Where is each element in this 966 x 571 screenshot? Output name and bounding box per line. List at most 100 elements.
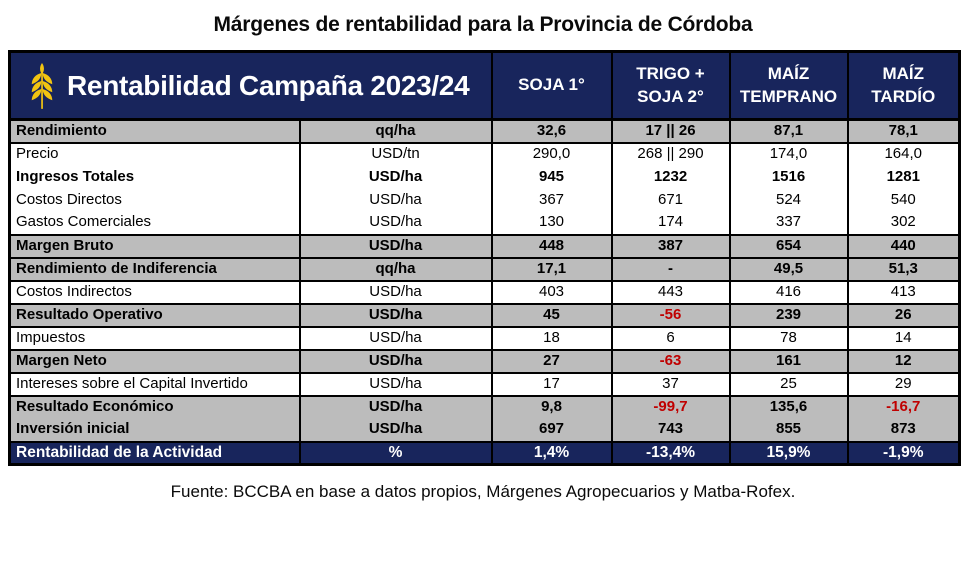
- row-label: Inversión inicial: [9, 418, 300, 442]
- row-value: 37: [610, 371, 730, 396]
- row-value: 671: [610, 188, 730, 212]
- table-row: Precio USD/tn 290,0 268 || 290 174,0 164…: [9, 141, 960, 166]
- row-value: 51,3: [846, 256, 960, 281]
- row-value: -13,4%: [610, 440, 730, 465]
- row-value: 29: [846, 371, 960, 396]
- row-value: 387: [610, 233, 730, 258]
- row-value: 15,9%: [728, 440, 848, 465]
- table-row: Resultado Operativo USD/ha 45 -56 239 26: [9, 302, 960, 327]
- row-value: 540: [846, 188, 960, 212]
- row-label: Costos Indirectos: [9, 279, 300, 304]
- row-value: 27: [490, 348, 612, 373]
- row-value: 855: [728, 418, 848, 442]
- row-unit: USD/ha: [298, 371, 492, 396]
- row-value: 14: [846, 325, 960, 350]
- row-unit: qq/ha: [298, 119, 492, 143]
- row-value: 337: [728, 211, 848, 235]
- table-row: Resultado Económico USD/ha 9,8 -99,7 135…: [9, 394, 960, 419]
- row-value: 17 || 26: [610, 119, 730, 143]
- source-note: Fuente: BCCBA en base a datos propios, M…: [170, 482, 796, 501]
- row-label: Precio: [9, 141, 300, 166]
- row-value: 45: [490, 302, 612, 327]
- row-value: 239: [728, 302, 848, 327]
- row-value: -99,7: [610, 394, 730, 419]
- row-unit: qq/ha: [298, 256, 492, 281]
- row-value: 25: [728, 371, 848, 396]
- row-unit: USD/ha: [298, 165, 492, 189]
- row-value: 130: [490, 211, 612, 235]
- row-value: 87,1: [728, 119, 848, 143]
- row-label: Ingresos Totales: [9, 165, 300, 189]
- row-value: 268 || 290: [610, 141, 730, 166]
- row-label: Rentabilidad de la Actividad: [9, 440, 300, 465]
- row-value: 9,8: [490, 394, 612, 419]
- table-row: Rendimiento qq/ha 32,6 17 || 26 87,1 78,…: [9, 119, 960, 143]
- row-value: 443: [610, 279, 730, 304]
- row-value: 17: [490, 371, 612, 396]
- row-label: Resultado Operativo: [9, 302, 300, 327]
- table-row: Inversión inicial USD/ha 697 743 855 873: [9, 418, 960, 442]
- row-value: -1,9%: [846, 440, 960, 465]
- row-value: 12: [846, 348, 960, 373]
- row-label: Costos Directos: [9, 188, 300, 212]
- row-label: Impuestos: [9, 325, 300, 350]
- table-title-cell: Rentabilidad Campaña 2023/24: [9, 51, 492, 121]
- wheat-icon: [29, 62, 55, 110]
- row-value: 945: [490, 165, 612, 189]
- row-label: Rendimiento de Indiferencia: [9, 256, 300, 281]
- row-value: 413: [846, 279, 960, 304]
- row-value: 1516: [728, 165, 848, 189]
- row-value: 1232: [610, 165, 730, 189]
- row-value: 18: [490, 325, 612, 350]
- column-header-trigo-soja-2: TRIGO + SOJA 2°: [610, 51, 730, 121]
- row-value: 448: [490, 233, 612, 258]
- row-value: 174,0: [728, 141, 848, 166]
- row-value: -56: [610, 302, 730, 327]
- row-value: 743: [610, 418, 730, 442]
- row-value: 403: [490, 279, 612, 304]
- table-row: Costos Indirectos USD/ha 403 443 416 413: [9, 279, 960, 304]
- row-unit: USD/ha: [298, 418, 492, 442]
- table-header-row: Rentabilidad Campaña 2023/24 SOJA 1° TRI…: [9, 51, 960, 121]
- row-value: 873: [846, 418, 960, 442]
- row-value: 174: [610, 211, 730, 235]
- row-value: 697: [490, 418, 612, 442]
- row-value: 1,4%: [490, 440, 612, 465]
- profitability-table: Rentabilidad Campaña 2023/24 SOJA 1° TRI…: [8, 50, 961, 466]
- row-label: Gastos Comerciales: [9, 211, 300, 235]
- row-value: -: [610, 256, 730, 281]
- table-row: Rendimiento de Indiferencia qq/ha 17,1 -…: [9, 256, 960, 281]
- row-value: 440: [846, 233, 960, 258]
- column-header-maiz-temprano: MAÍZ TEMPRANO: [728, 51, 848, 121]
- row-label: Resultado Económico: [9, 394, 300, 419]
- row-value: 32,6: [490, 119, 612, 143]
- table-row: Impuestos USD/ha 18 6 78 14: [9, 325, 960, 350]
- row-unit: USD/tn: [298, 141, 492, 166]
- row-value: 302: [846, 211, 960, 235]
- row-value: 654: [728, 233, 848, 258]
- row-value: 1281: [846, 165, 960, 189]
- row-label: Margen Neto: [9, 348, 300, 373]
- table-row: Margen Neto USD/ha 27 -63 161 12: [9, 348, 960, 373]
- row-value: 161: [728, 348, 848, 373]
- table-row: Intereses sobre el Capital Invertido USD…: [9, 371, 960, 396]
- row-value: 49,5: [728, 256, 848, 281]
- table-row: Rentabilidad de la Actividad % 1,4% -13,…: [9, 440, 960, 465]
- table-title: Rentabilidad Campaña 2023/24: [67, 69, 470, 101]
- column-header-maiz-tardio: MAÍZ TARDÍO: [846, 51, 960, 121]
- row-value: 416: [728, 279, 848, 304]
- row-unit: USD/ha: [298, 211, 492, 235]
- page-title: Márgenes de rentabilidad para la Provinc…: [213, 13, 753, 36]
- row-value: 78: [728, 325, 848, 350]
- row-label: Intereses sobre el Capital Invertido: [9, 371, 300, 396]
- table-row: Costos Directos USD/ha 367 671 524 540: [9, 188, 960, 212]
- row-unit: USD/ha: [298, 233, 492, 258]
- row-unit: USD/ha: [298, 348, 492, 373]
- row-label: Rendimiento: [9, 119, 300, 143]
- table-row: Margen Bruto USD/ha 448 387 654 440: [9, 233, 960, 258]
- row-value: 17,1: [490, 256, 612, 281]
- row-unit: USD/ha: [298, 188, 492, 212]
- row-unit: USD/ha: [298, 394, 492, 419]
- table-row: Ingresos Totales USD/ha 945 1232 1516 12…: [9, 165, 960, 189]
- row-unit: USD/ha: [298, 325, 492, 350]
